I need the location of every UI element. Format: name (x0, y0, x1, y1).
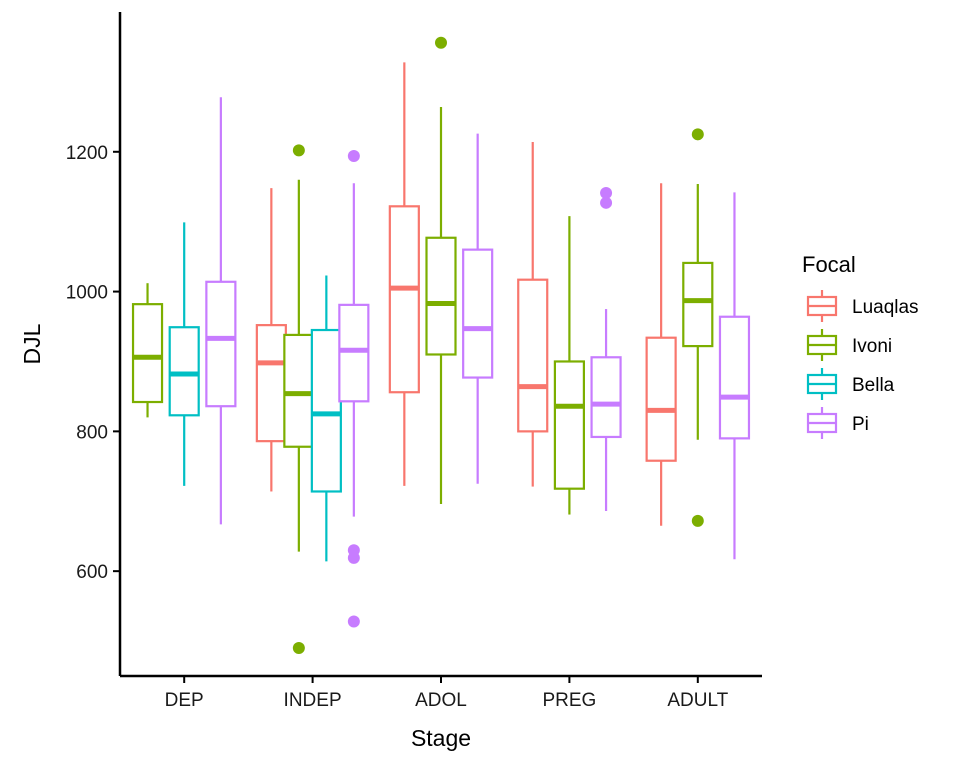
box-pi-adult (718, 192, 751, 560)
legend-item-bella: Bella (806, 368, 895, 400)
plot-area (131, 36, 751, 655)
box-ivoni-dep (131, 283, 164, 418)
box-luaqlas-indep (255, 188, 287, 492)
box-luaqlas-adult (645, 183, 677, 526)
legend-label: Bella (852, 375, 895, 396)
x-axis: DEP INDEP ADOL PREG ADULT (165, 676, 729, 711)
outlier-point (691, 128, 704, 141)
outlier-point (347, 615, 360, 628)
x-tick-label: PREG (542, 690, 596, 711)
legend-label: Pi (852, 414, 869, 435)
outlier-point (347, 149, 360, 162)
legend-label: Ivoni (852, 336, 892, 357)
box-iqr (425, 236, 457, 356)
box-bella-dep (168, 222, 200, 486)
legend-item-pi: Pi (806, 407, 869, 439)
box-luaqlas-adol (388, 62, 420, 486)
box-luaqlas-preg (517, 142, 549, 487)
box-pi-adol (462, 133, 494, 484)
outlier-point (600, 187, 613, 200)
x-tick-label: ADULT (667, 690, 728, 711)
legend-key (806, 290, 838, 322)
outlier-point (292, 144, 305, 157)
legend-key (806, 407, 838, 439)
box-iqr (388, 205, 420, 394)
box-iqr (718, 315, 751, 440)
legend: Focal Luaqlas Ivoni Bella Pi (802, 252, 919, 439)
box-iqr (255, 324, 287, 443)
legend-item-ivoni: Ivoni (806, 329, 892, 361)
box-iqr (131, 303, 164, 404)
box-iqr (645, 336, 677, 462)
box-iqr (682, 261, 714, 348)
box-iqr (590, 356, 622, 439)
box-iqr (283, 333, 315, 448)
outlier-point (691, 514, 704, 527)
box-iqr (462, 248, 494, 379)
legend-key (806, 368, 838, 400)
y-tick-label: 600 (76, 562, 108, 583)
box-ivoni-indep (283, 144, 315, 655)
box-iqr (168, 326, 200, 417)
y-axis-title: DJL (19, 323, 45, 364)
outlier-point (435, 36, 447, 49)
y-axis: 600 800 1000 1200 (66, 143, 120, 583)
x-tick-label: INDEP (284, 690, 342, 711)
box-iqr (338, 303, 370, 403)
legend-label: Luaqlas (852, 297, 919, 318)
x-tick-label: DEP (165, 690, 204, 711)
y-tick-label: 1000 (66, 283, 108, 304)
box-ivoni-adult (682, 128, 714, 527)
outlier-point (600, 196, 613, 209)
outlier-point (292, 642, 305, 655)
box-ivoni-preg (553, 216, 586, 515)
box-bella-indep (310, 275, 342, 562)
x-axis-title: Stage (411, 725, 471, 751)
box-iqr (310, 328, 342, 493)
box-iqr (517, 278, 549, 433)
x-tick-label: ADOL (415, 690, 467, 711)
outlier-point (347, 551, 360, 564)
legend-key (806, 329, 838, 361)
y-tick-label: 1200 (66, 143, 108, 164)
box-iqr (205, 280, 237, 408)
legend-title: Focal (802, 252, 856, 277)
box-pi-indep (338, 149, 370, 628)
y-tick-label: 800 (76, 422, 108, 443)
legend-item-luaqlas: Luaqlas (806, 290, 919, 322)
box-iqr (553, 360, 586, 490)
box-pi-dep (205, 97, 237, 525)
box-ivoni-adol (425, 36, 457, 505)
box-pi-preg (590, 187, 622, 512)
